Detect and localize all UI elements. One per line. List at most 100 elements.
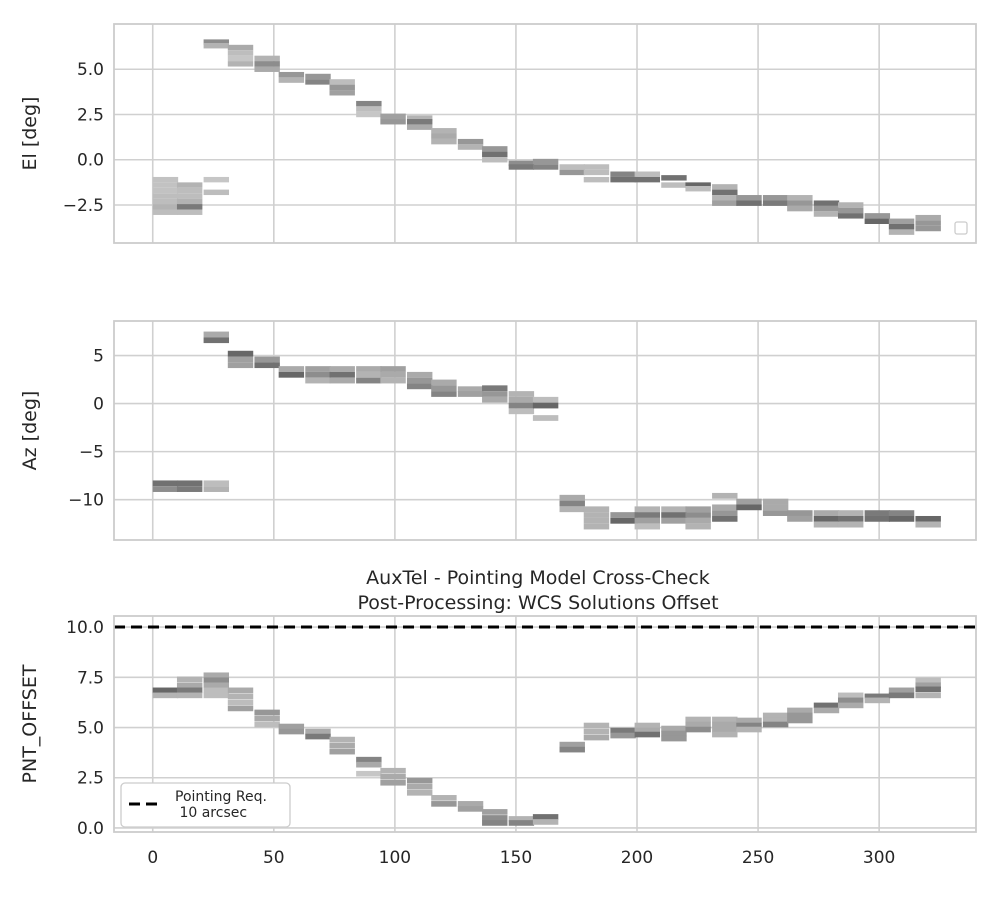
histogram-cell — [685, 512, 711, 518]
histogram-cell — [278, 728, 305, 735]
histogram-cell — [559, 741, 585, 748]
histogram-cell — [634, 517, 661, 524]
histogram-cell — [559, 506, 585, 513]
histogram-cell — [712, 200, 738, 206]
x-tick-label: 100 — [379, 848, 411, 868]
x-tick-label: 250 — [742, 848, 774, 868]
histogram-cell — [685, 182, 711, 188]
histogram-cell — [787, 195, 813, 201]
histogram-cell — [915, 220, 941, 226]
histogram-cell — [254, 721, 280, 728]
histogram-cell — [406, 371, 433, 378]
histogram-cell — [762, 504, 789, 511]
histogram-cell — [532, 164, 559, 170]
histogram-cell — [532, 819, 559, 825]
histogram-cell — [305, 371, 331, 378]
legend-box — [954, 221, 968, 235]
histogram-cell — [329, 748, 355, 755]
y-axis-label: El [deg] — [19, 97, 41, 171]
histogram-cell — [457, 806, 484, 812]
histogram-cell — [329, 90, 355, 96]
histogram-cell — [431, 128, 457, 134]
histogram-cell — [762, 712, 789, 719]
histogram-cell — [583, 722, 610, 729]
histogram-cell — [203, 331, 230, 338]
histogram-cell — [915, 682, 941, 689]
histogram-cell — [787, 510, 813, 516]
histogram-cell — [736, 717, 762, 724]
y-tick-label: −10 — [68, 491, 104, 511]
histogram-cell — [837, 207, 864, 214]
histogram-cell — [482, 815, 508, 821]
histogram-cell — [380, 366, 406, 372]
histogram-cell — [305, 73, 331, 80]
histogram-cell — [736, 195, 762, 201]
histogram-cell — [305, 79, 331, 85]
histogram-cell — [559, 169, 585, 176]
histogram-cell — [152, 193, 179, 199]
histogram-cell — [305, 377, 331, 384]
histogram-cell — [203, 677, 230, 684]
histogram-cell — [736, 504, 762, 511]
histogram-cell — [610, 176, 636, 183]
histogram-cell — [813, 707, 840, 714]
histogram-cell — [661, 506, 687, 513]
histogram-cell — [583, 512, 610, 518]
histogram-cell — [864, 697, 891, 704]
histogram-cell — [634, 722, 661, 729]
histogram-cell — [278, 366, 305, 372]
histogram-cell — [329, 377, 355, 384]
histogram-cell — [152, 204, 179, 210]
histogram-cell — [508, 402, 535, 409]
histogram-cell — [813, 521, 840, 528]
histogram-cell — [712, 731, 738, 738]
histogram-cell — [813, 510, 840, 516]
histogram-cell — [762, 200, 789, 206]
histogram-cell — [356, 761, 382, 768]
histogram-cell — [380, 779, 406, 786]
histogram-cell — [736, 726, 762, 733]
histogram-cell — [634, 176, 661, 183]
histogram-cell — [176, 687, 203, 694]
histogram-cell — [736, 200, 762, 206]
histogram-cell — [508, 396, 535, 403]
histogram-cell — [712, 195, 738, 201]
histogram-cell — [915, 521, 941, 528]
histogram-cell — [837, 515, 864, 522]
x-tick-label: 50 — [263, 848, 285, 868]
histogram-cell — [661, 517, 687, 524]
histogram-cell — [152, 480, 179, 487]
histogram-cell — [431, 801, 457, 807]
panel-3: 0.0 2.5 5.0 7.5 10.0 0 50 100 150 200 250 300 PNT_OF… — [19, 567, 977, 868]
y-axis-label: Az [deg] — [19, 391, 41, 471]
histogram-cell — [482, 820, 508, 826]
histogram-cell — [787, 717, 813, 724]
histogram-cell — [787, 205, 813, 212]
histogram-cell — [329, 371, 355, 378]
histogram-cell — [532, 415, 559, 421]
histogram-cell — [227, 44, 254, 51]
histogram-cell — [203, 682, 230, 689]
histogram-cell — [559, 164, 585, 170]
plot-frame — [113, 615, 977, 833]
y-tick-label: 2.5 — [77, 105, 104, 125]
histogram-cell — [457, 386, 484, 393]
histogram-cell — [685, 721, 711, 728]
histogram-cell — [610, 732, 636, 739]
histogram-cell — [457, 144, 484, 150]
histogram-cell — [685, 517, 711, 524]
y-tick-label: 0.0 — [77, 151, 104, 171]
histogram-cell — [254, 362, 280, 369]
histogram-cell — [583, 169, 610, 176]
y-tick-label: 2.5 — [77, 769, 104, 789]
histogram-cell — [762, 721, 789, 728]
histogram-cell — [482, 151, 508, 158]
histogram-cell — [152, 486, 179, 492]
histogram-cell — [508, 391, 535, 397]
histogram-cell — [227, 693, 254, 700]
histogram-cell — [152, 692, 179, 699]
histogram-cell — [254, 715, 280, 722]
histogram-cell — [152, 687, 179, 694]
histogram-cell — [227, 705, 254, 712]
